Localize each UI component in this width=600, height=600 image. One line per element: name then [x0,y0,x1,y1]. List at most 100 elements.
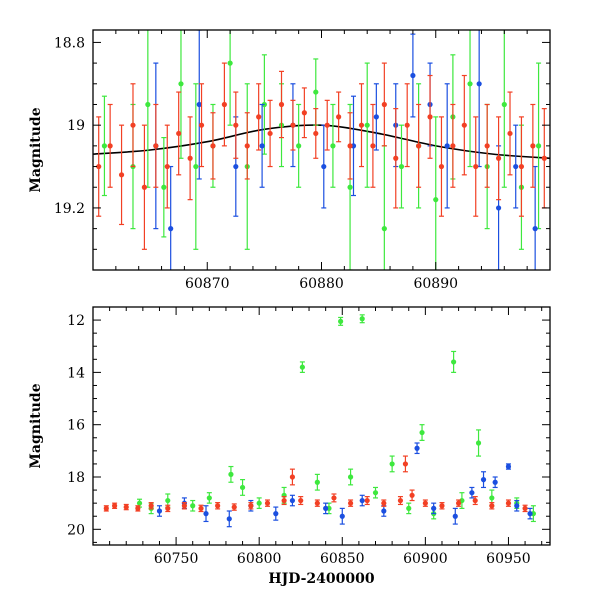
data-point-blue [527,511,533,517]
data-point-green [101,143,108,149]
data-point-green [313,89,319,95]
data-point-green [299,364,305,370]
data-point-red [231,504,237,510]
data-point-red [215,503,221,509]
data-point-red [347,500,354,506]
data-point-red [264,500,271,506]
data-point-blue [469,490,475,496]
model-curve [93,124,550,160]
data-point-red [484,143,490,149]
data-point-red [381,101,387,108]
data-point-red [473,163,479,170]
data-point-blue [410,72,416,79]
data-point-blue [414,445,420,451]
x-axis-label: HJD-2400000 [268,571,375,587]
data-point-green [193,163,199,170]
data-point-blue [168,226,174,232]
y-tick-label: 19.2 [54,201,85,217]
axes-frame [92,29,551,271]
data-point-green [467,81,473,87]
data-point-red [233,122,239,128]
data-point-blue [321,163,327,170]
data-point-blue [339,513,345,519]
data-point-blue [203,511,209,517]
data-point-blue [323,505,329,511]
data-point-red [336,114,342,120]
data-point-green [228,471,234,477]
data-point-red [331,495,337,501]
data-point-red [135,505,141,511]
data-point-green [227,60,233,66]
data-point-green [419,429,425,436]
data-point-green [136,500,143,506]
data-point-red [248,503,254,509]
data-point-green [314,479,320,485]
data-point-blue [431,505,437,511]
y-tick-label: 16 [67,418,85,434]
x-tick-label: 60850 [320,551,365,567]
data-point-red [422,500,428,506]
top-panel-zoomed-lightcurve: 60870 60880 60890 18.8 19 19.2 Magnitude [28,29,551,292]
y-tick-label: 12 [67,313,85,329]
data-point-red [439,503,445,509]
data-point-red [347,143,353,149]
data-point-red [313,130,319,137]
data-point-red [438,163,445,170]
data-point-green [165,497,171,504]
data-point-green [535,143,542,149]
plot-area [103,314,536,528]
x-tick-label: 60890 [413,276,458,292]
data-point-blue [452,513,458,519]
data-point-green [145,101,151,108]
x-tick-label: 60870 [185,276,230,292]
y-tick-label: 20 [67,522,85,538]
data-point-green [381,226,387,232]
series-red [96,62,547,250]
series-red [103,455,528,513]
data-point-red [522,505,528,511]
data-point-blue [259,143,265,149]
data-point-green [359,316,365,322]
data-point-red [118,172,125,178]
x-tick-label: 60750 [154,551,199,567]
data-point-red [278,101,285,108]
data-point-blue [196,101,202,108]
data-point-red [358,122,365,128]
x-tick-label: 60950 [486,551,531,567]
data-point-blue [513,163,519,170]
data-point-blue [444,143,450,149]
data-point-green [161,184,167,190]
data-point-red [489,503,495,509]
data-point-blue [156,508,163,514]
x-tick-label: 60900 [403,551,448,567]
data-point-red [130,122,136,128]
data-point-red [541,155,547,161]
data-point-red [324,122,330,128]
data-point-red [298,497,304,504]
x-tick-label: 60800 [237,551,282,567]
plot-area [93,30,550,270]
data-point-red [505,500,512,506]
data-point-red [181,503,187,509]
data-point-red [153,143,159,149]
data-point-red [103,505,109,511]
data-point-red [267,130,273,137]
data-point-red [507,130,513,137]
data-point-blue [226,516,232,522]
data-point-red [370,143,376,149]
data-point-red [427,114,433,120]
data-point-blue [532,226,538,232]
data-point-red [409,492,415,498]
data-point-red [96,163,102,170]
data-point-red [244,143,250,149]
data-point-red [364,497,370,504]
y-tick-label: 18.8 [54,35,85,51]
data-point-green [364,122,370,128]
data-point-green [501,101,507,108]
data-point-red [461,122,467,128]
data-point-green [330,143,336,149]
data-point-red [210,143,216,149]
data-point-red [397,497,404,504]
data-point-green [347,184,353,190]
